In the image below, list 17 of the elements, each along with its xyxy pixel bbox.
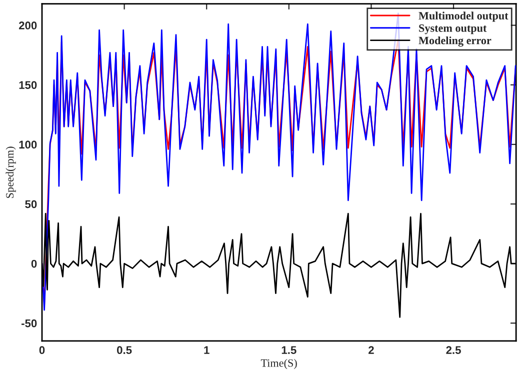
x-tick-label: 0: [39, 346, 45, 354]
x-tick-label: 1: [204, 346, 210, 354]
legend-label: Multimodel output: [418, 12, 508, 22]
y-tick-label: -50: [22, 319, 37, 328]
x-tick-label: 2.5: [446, 346, 461, 354]
y-tick-label: 150: [19, 81, 37, 89]
y-tick-label: 50: [25, 200, 37, 208]
y-tick-label: 100: [19, 140, 37, 149]
y-tick-label: 0: [31, 260, 37, 268]
y-axis-title: Speed(rpm): [6, 146, 16, 198]
x-tick-label: 2: [368, 346, 374, 354]
x-tick-label: 0.5: [117, 346, 132, 354]
y-tick-label: 200: [18, 22, 37, 30]
legend-label: System output: [419, 24, 487, 34]
x-axis-title: Time(S): [260, 358, 297, 370]
legend-label: Modeling error: [418, 36, 492, 47]
x-tick-label: 1.5: [282, 346, 296, 354]
